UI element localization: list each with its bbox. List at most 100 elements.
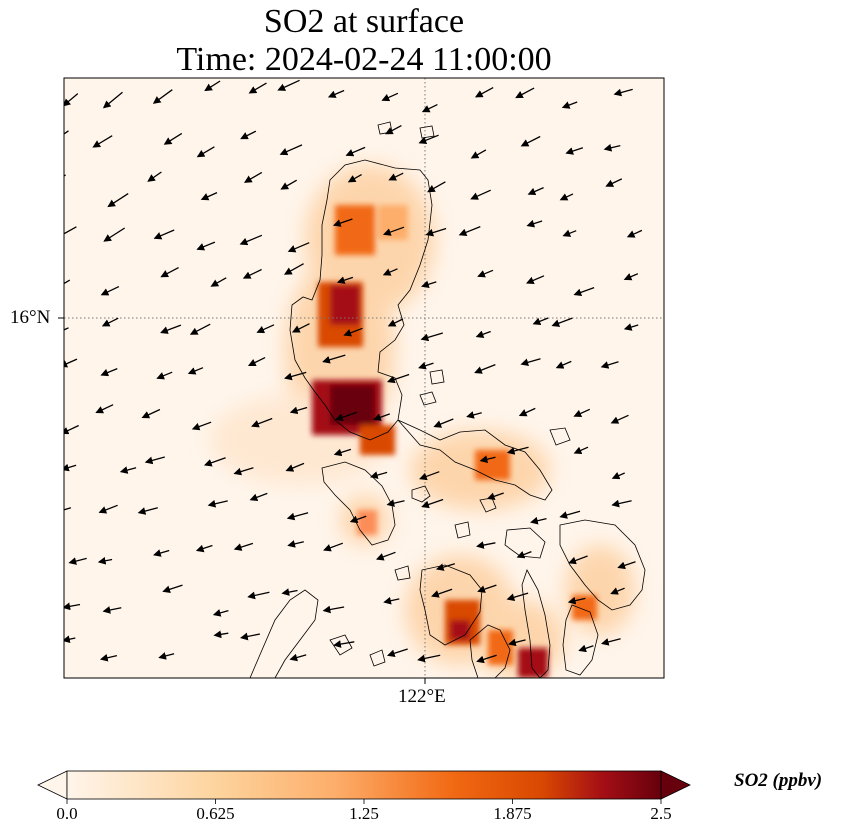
- wind-arrow: [64, 279, 71, 285]
- wind-arrow: [251, 417, 273, 428]
- wind-arrow: [605, 178, 623, 187]
- wind-arrow: [287, 242, 310, 253]
- wind-arrow: [285, 462, 305, 472]
- wind-arrow: [322, 354, 346, 364]
- wind-arrow: [427, 181, 446, 193]
- colorbar-tick-label: 0.0: [56, 804, 78, 823]
- wind-arrow: [98, 504, 118, 514]
- wind-arrow: [64, 463, 77, 472]
- wind-arrow: [518, 407, 536, 417]
- wind-arrow: [600, 361, 619, 369]
- wind-arrow: [421, 104, 438, 113]
- wind-arrow: [345, 146, 366, 157]
- wind-arrow: [506, 446, 529, 455]
- wind-arrow: [144, 456, 165, 465]
- colorbar-max-extend: [660, 770, 691, 800]
- wind-arrow: [286, 512, 309, 521]
- wind-arrow: [475, 330, 491, 338]
- wind-arrow: [332, 218, 353, 227]
- wind-arrow: [477, 269, 494, 278]
- wind-arrow: [568, 555, 588, 565]
- wind-arrow: [102, 606, 122, 614]
- colorbar-tick-label: 2.5: [650, 804, 672, 823]
- wind-arrow: [195, 544, 213, 553]
- wind-arrow: [64, 93, 79, 107]
- wind-arrow: [474, 87, 494, 98]
- wind-arrow: [515, 87, 535, 99]
- wind-arrow: [196, 241, 216, 251]
- wind-arrow: [101, 317, 119, 327]
- wind-arrow: [559, 510, 581, 519]
- wind-arrow: [92, 135, 113, 148]
- wind-arrow: [458, 225, 481, 236]
- wind-arrow: [141, 408, 161, 419]
- wind-arrow: [280, 179, 298, 190]
- wind-arrow: [611, 472, 625, 480]
- map-title-line1: SO2 at surface: [263, 3, 465, 40]
- wind-arrow: [603, 143, 621, 152]
- wind-arrow: [68, 557, 87, 565]
- wind-arrow: [435, 563, 455, 571]
- wind-arrow: [418, 134, 439, 144]
- wind-arrow: [200, 192, 218, 201]
- wind-arrow: [559, 193, 574, 201]
- wind-arrow: [64, 358, 78, 368]
- wind-arrow: [617, 561, 636, 570]
- wind-arrow: [240, 130, 257, 140]
- wind-arrow: [561, 101, 578, 109]
- wind-vectors: [64, 79, 643, 664]
- wind-arrow: [163, 132, 183, 145]
- wind-arrow: [147, 171, 162, 182]
- wind-arrow: [203, 457, 226, 467]
- wind-arrow: [573, 446, 589, 454]
- wind-arrow: [417, 654, 441, 663]
- wind-arrow: [526, 275, 545, 285]
- wind-arrow: [249, 492, 268, 502]
- map-title-line2: Time: 2024-02-24 11:00:00: [176, 41, 552, 78]
- colorbar-units-label: SO2 (ppbv): [734, 770, 823, 791]
- wind-arrow: [279, 144, 303, 156]
- wind-arrow: [349, 515, 367, 524]
- wind-arrow: [102, 91, 123, 109]
- wind-arrow: [160, 324, 182, 334]
- wind-arrow: [162, 584, 183, 594]
- wind-arrow: [323, 542, 344, 552]
- wind-arrow: [381, 92, 399, 102]
- wind-arrow: [100, 367, 118, 377]
- wind-arrow: [476, 654, 497, 664]
- wind-arrow: [187, 367, 204, 375]
- wind-arrow: [626, 229, 643, 238]
- wind-arrow: [212, 609, 229, 617]
- wind-arrow: [506, 592, 529, 601]
- wind-arrow: [600, 638, 621, 646]
- wind-arrow: [239, 234, 263, 246]
- wind-arrow: [333, 640, 355, 648]
- wind-arrow: [240, 632, 261, 641]
- wind-arrow: [333, 448, 352, 457]
- wind-arrow: [191, 421, 212, 431]
- wind-arrow: [322, 605, 345, 614]
- wind-arrow: [247, 591, 270, 600]
- wind-arrow: [283, 263, 304, 275]
- wind-arrow: [516, 550, 532, 559]
- wind-arrow: [520, 135, 541, 147]
- colorbar-tick-label: 1.875: [493, 804, 532, 823]
- wind-arrow: [382, 226, 405, 236]
- wind-arrow: [119, 466, 137, 474]
- wind-arrow: [562, 229, 577, 237]
- wind-arrow: [383, 596, 400, 605]
- wind-arrow: [196, 146, 215, 158]
- wind-arrow: [470, 149, 487, 159]
- wind-arrow: [551, 317, 573, 327]
- wind-arrow: [213, 630, 229, 639]
- colorbar-min-extend: [37, 770, 68, 800]
- wind-arrow: [248, 82, 267, 94]
- wind-arrow: [210, 277, 227, 287]
- lon-tick-label: 122°E: [398, 686, 446, 707]
- wind-arrow: [476, 541, 496, 549]
- wind-arrow: [573, 286, 595, 297]
- wind-arrow: [421, 498, 444, 509]
- wind-arrow: [610, 414, 629, 424]
- wind-arrow: [153, 229, 175, 240]
- wind-arrow: [64, 424, 79, 435]
